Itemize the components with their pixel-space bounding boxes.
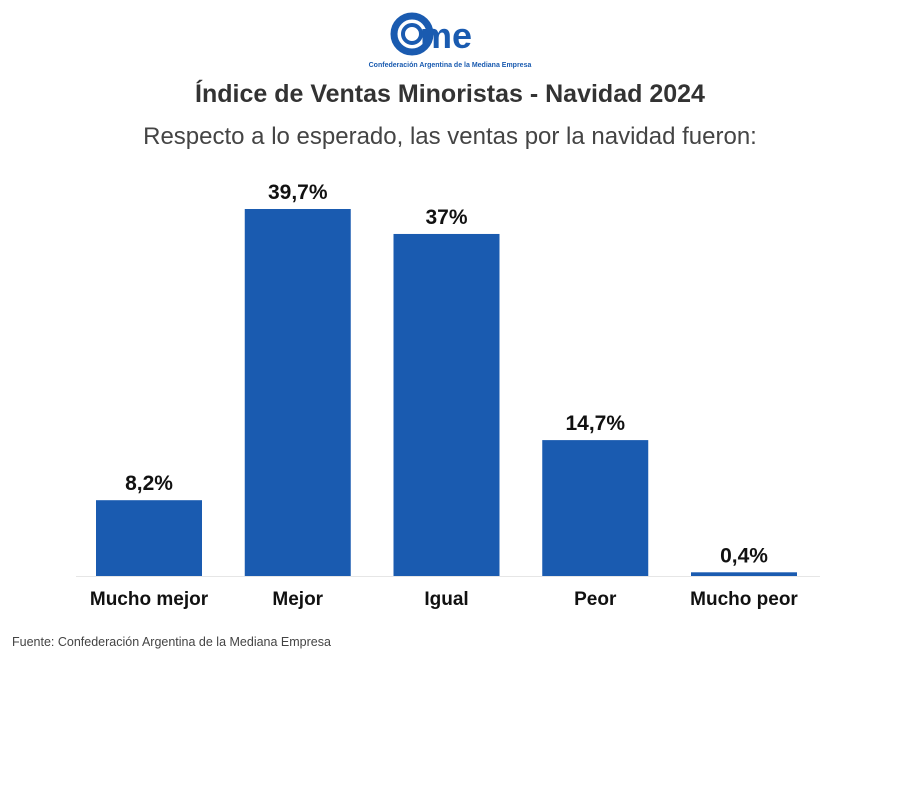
category-label-2: Igual <box>424 589 468 610</box>
bar-4 <box>691 572 797 576</box>
category-label-4: Mucho peor <box>690 589 798 610</box>
data-label-0: 8,2% <box>125 472 173 495</box>
chart-title: Índice de Ventas Minoristas - Navidad 20… <box>195 80 705 108</box>
category-label-1: Mejor <box>272 589 323 610</box>
cme-logo: me Confederación Argentina de la Mediana… <box>369 12 532 69</box>
bar-chart: 8,2% Mucho mejor 39,7% Mejor 37% Igual 14,7% Pe… <box>76 181 820 610</box>
data-label-3: 14,7% <box>565 412 625 435</box>
bar-3 <box>542 440 649 576</box>
category-label-0: Mucho mejor <box>90 589 209 610</box>
data-label-1: 39,7% <box>268 181 328 204</box>
data-label-2: 37% <box>425 206 467 229</box>
chart-subtitle: Respecto a lo esperado, las ventas por l… <box>143 123 757 150</box>
svg-text:Confederación Argentina de la: Confederación Argentina de la Mediana Em… <box>369 62 532 69</box>
data-label-4: 0,4% <box>720 544 768 567</box>
bar-0 <box>96 500 202 576</box>
category-label-3: Peor <box>574 589 617 610</box>
source-note: Fuente: Confederación Argentina de la Me… <box>12 635 331 649</box>
svg-text:me: me <box>420 15 472 56</box>
bar-2 <box>393 233 500 576</box>
bar-1 <box>244 209 351 576</box>
